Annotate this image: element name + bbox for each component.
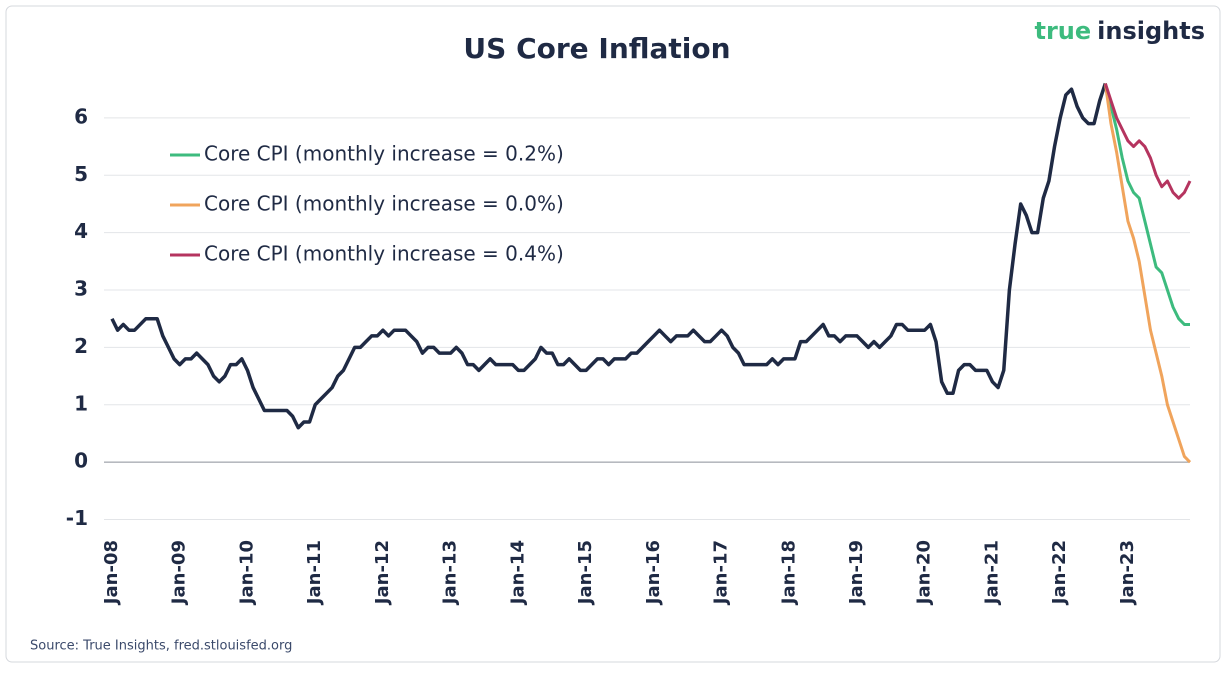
source: Source: True Insights, fred.stlouisfed.o… (30, 639, 292, 654)
x-tick-label: Jan-08 (101, 540, 122, 606)
x-tick-label: Jan-16 (643, 540, 664, 606)
x-tick-label: Jan-11 (304, 540, 325, 606)
series-line (1103, 83, 1192, 464)
x-tick-label: Jan-23 (1117, 540, 1138, 606)
brand-insights: insights (1097, 17, 1205, 45)
y-tick-label: 3 (74, 277, 88, 301)
x-tick-label: Jan-10 (236, 540, 257, 606)
y-tick-label: 4 (74, 219, 88, 243)
y-tick-label: 5 (74, 162, 88, 186)
x-tick-label: Jan-09 (169, 540, 190, 606)
y-tick-label: 0 (74, 449, 88, 473)
x-tick-label: Jan-12 (372, 540, 393, 606)
brand: true insights (1034, 17, 1205, 45)
x-tick-label: Jan-18 (778, 540, 799, 606)
x-tick-label: Jan-20 (914, 540, 935, 606)
y-tick-label: 1 (74, 391, 88, 415)
legend-label: Core CPI (monthly increase = 0.4%) (204, 242, 564, 266)
series-line (110, 82, 1108, 430)
x-tick-label: Jan-17 (711, 540, 732, 606)
y-tick-label: 6 (74, 104, 88, 128)
x-tick-label: Jan-22 (1049, 540, 1070, 606)
legend-label: Core CPI (monthly increase = 0.0%) (204, 192, 564, 216)
series-line (1103, 83, 1192, 200)
y-tick-label: 2 (74, 334, 88, 358)
x-tick-label: Jan-14 (507, 540, 528, 606)
legend-label: Core CPI (monthly increase = 0.2%) (204, 142, 564, 166)
x-tick-label: Jan-19 (846, 540, 867, 606)
brand-true: true (1034, 17, 1091, 45)
series-line (1103, 83, 1190, 326)
frame (5, 5, 1221, 663)
y-tick-label: -1 (66, 506, 88, 530)
x-tick-label: Jan-13 (440, 540, 461, 606)
x-tick-label: Jan-15 (575, 540, 596, 606)
chart-title: US Core Inflation (463, 32, 730, 65)
x-tick-label: Jan-21 (981, 540, 1002, 606)
